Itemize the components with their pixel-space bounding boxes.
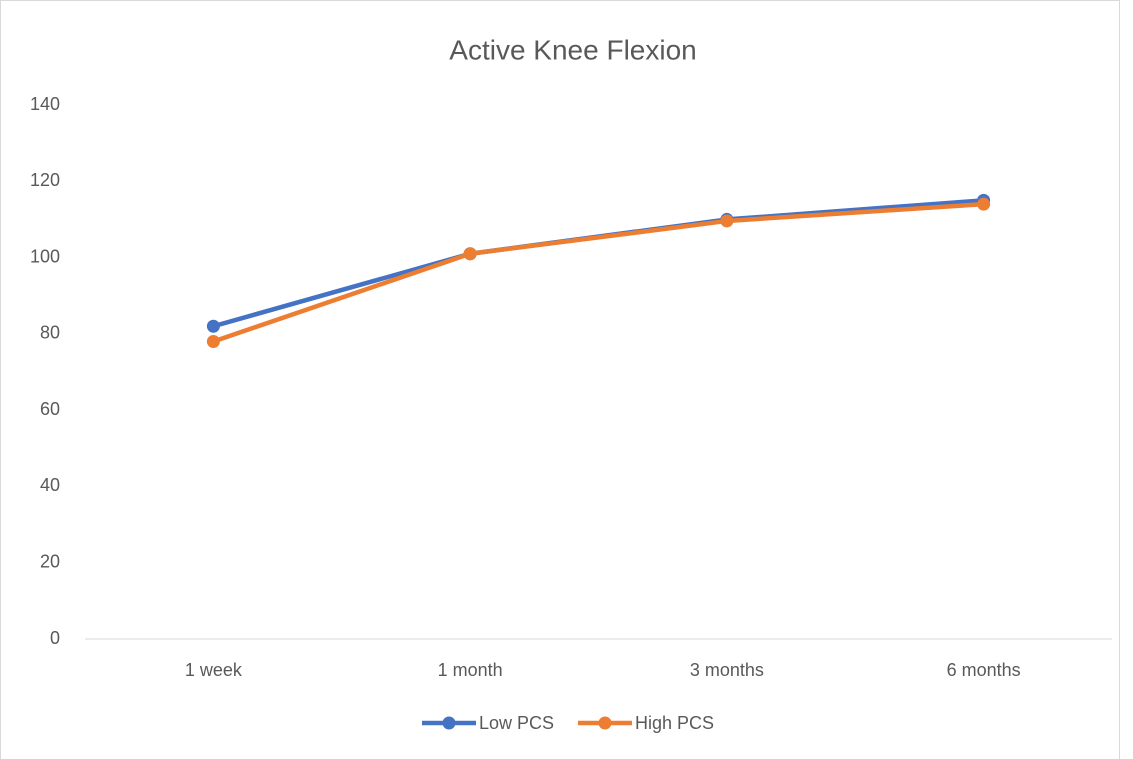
y-tick-label: 20 xyxy=(40,551,60,571)
data-point xyxy=(463,247,477,261)
y-tick-label: 40 xyxy=(40,475,60,495)
y-tick-label: 60 xyxy=(40,399,60,419)
x-tick-label: 6 months xyxy=(947,660,1021,680)
y-tick-label: 120 xyxy=(30,170,60,190)
x-tick-label: 3 months xyxy=(690,660,764,680)
data-point xyxy=(720,214,734,228)
data-point xyxy=(206,334,220,348)
data-point xyxy=(206,319,220,333)
chart-title: Active Knee Flexion xyxy=(449,34,696,65)
legend-label: Low PCS xyxy=(479,713,554,733)
legend-marker xyxy=(598,716,612,730)
data-point xyxy=(977,197,991,211)
legend-marker xyxy=(442,716,456,730)
legend-label: High PCS xyxy=(635,713,714,733)
series-line xyxy=(211,201,986,344)
y-tick-label: 80 xyxy=(40,323,60,343)
y-tick-label: 140 xyxy=(30,94,60,114)
y-tick-label: 0 xyxy=(50,628,60,648)
y-tick-label: 100 xyxy=(30,246,60,266)
x-tick-label: 1 month xyxy=(438,660,503,680)
x-tick-label: 1 week xyxy=(185,660,243,680)
